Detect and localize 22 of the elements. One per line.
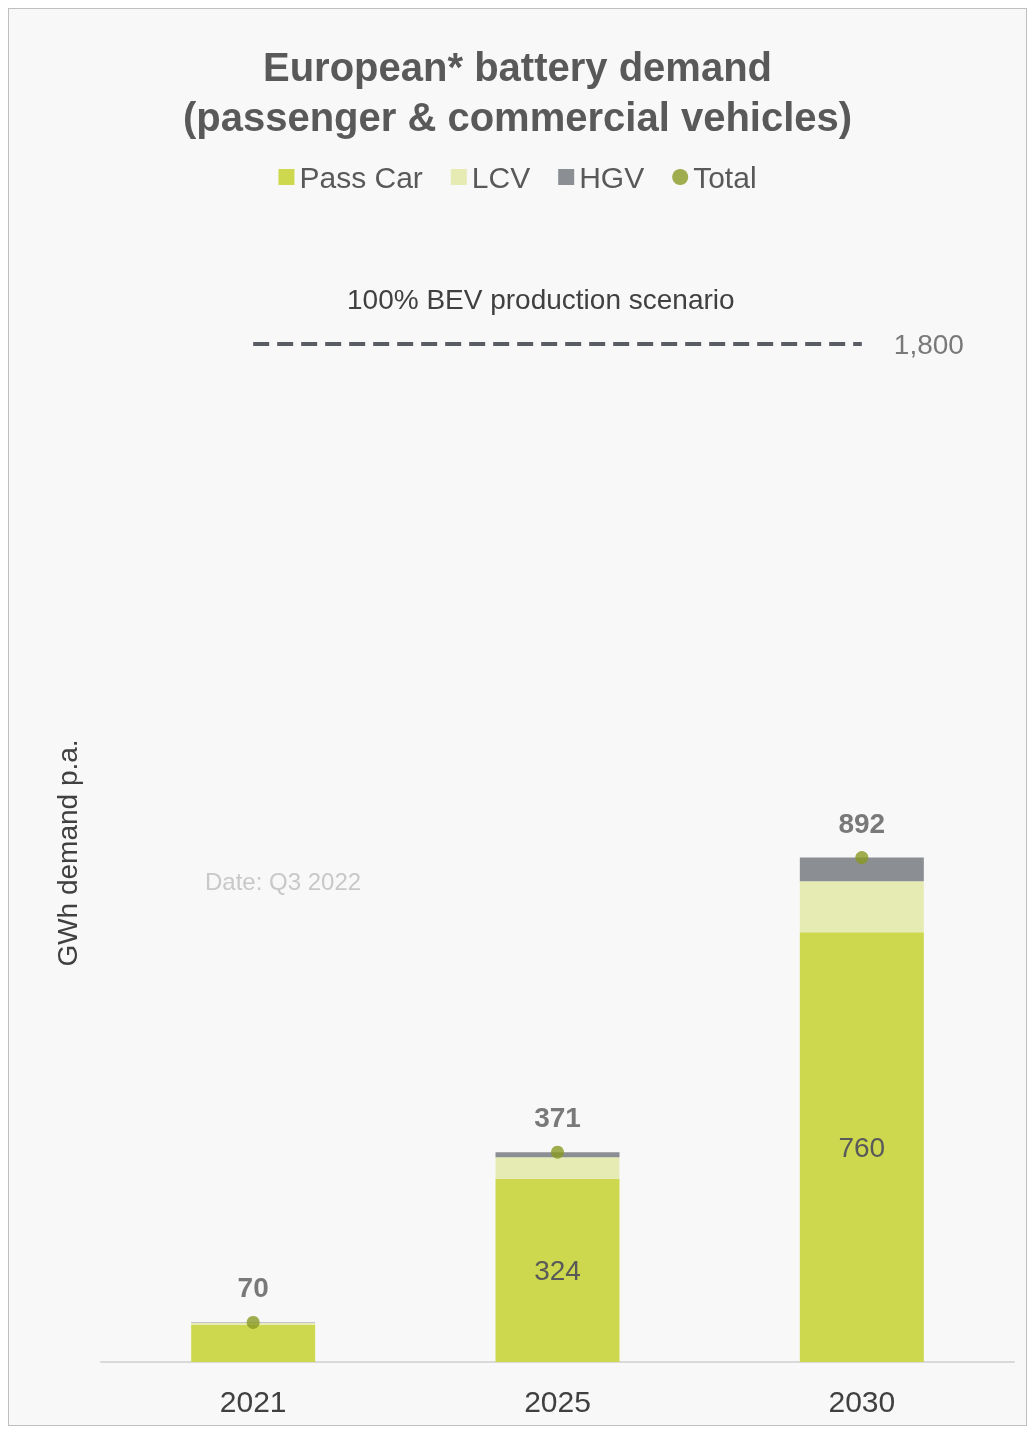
- bar: [495, 1157, 620, 1179]
- bar: [799, 857, 924, 882]
- bar: [799, 881, 924, 933]
- data-label: 70: [237, 1272, 269, 1304]
- bar: [495, 1178, 620, 1362]
- legend-label: Pass Car: [299, 160, 423, 194]
- legend-label: HGV: [579, 160, 645, 194]
- bar: [799, 932, 924, 1362]
- data-label: 892: [838, 807, 886, 839]
- y-axis-title: GWh demand p.a.: [51, 739, 83, 967]
- ref-line-label: 1,800: [893, 328, 964, 360]
- data-label: 760: [838, 1131, 886, 1163]
- x-tick-label: 2030: [828, 1384, 896, 1418]
- x-tick-label: 2025: [524, 1384, 591, 1418]
- text: 100% BEV production scenario: [347, 283, 735, 315]
- data-label: 324: [534, 1254, 581, 1286]
- chart-title: European* battery demand (passenger & commercial vehicles): [182, 45, 853, 139]
- x-tick-label: 2021: [219, 1384, 287, 1418]
- legend-label: Total: [693, 160, 757, 194]
- legend-label: LCV: [471, 160, 531, 194]
- data-label: 371: [534, 1102, 581, 1134]
- bar: [191, 1324, 316, 1362]
